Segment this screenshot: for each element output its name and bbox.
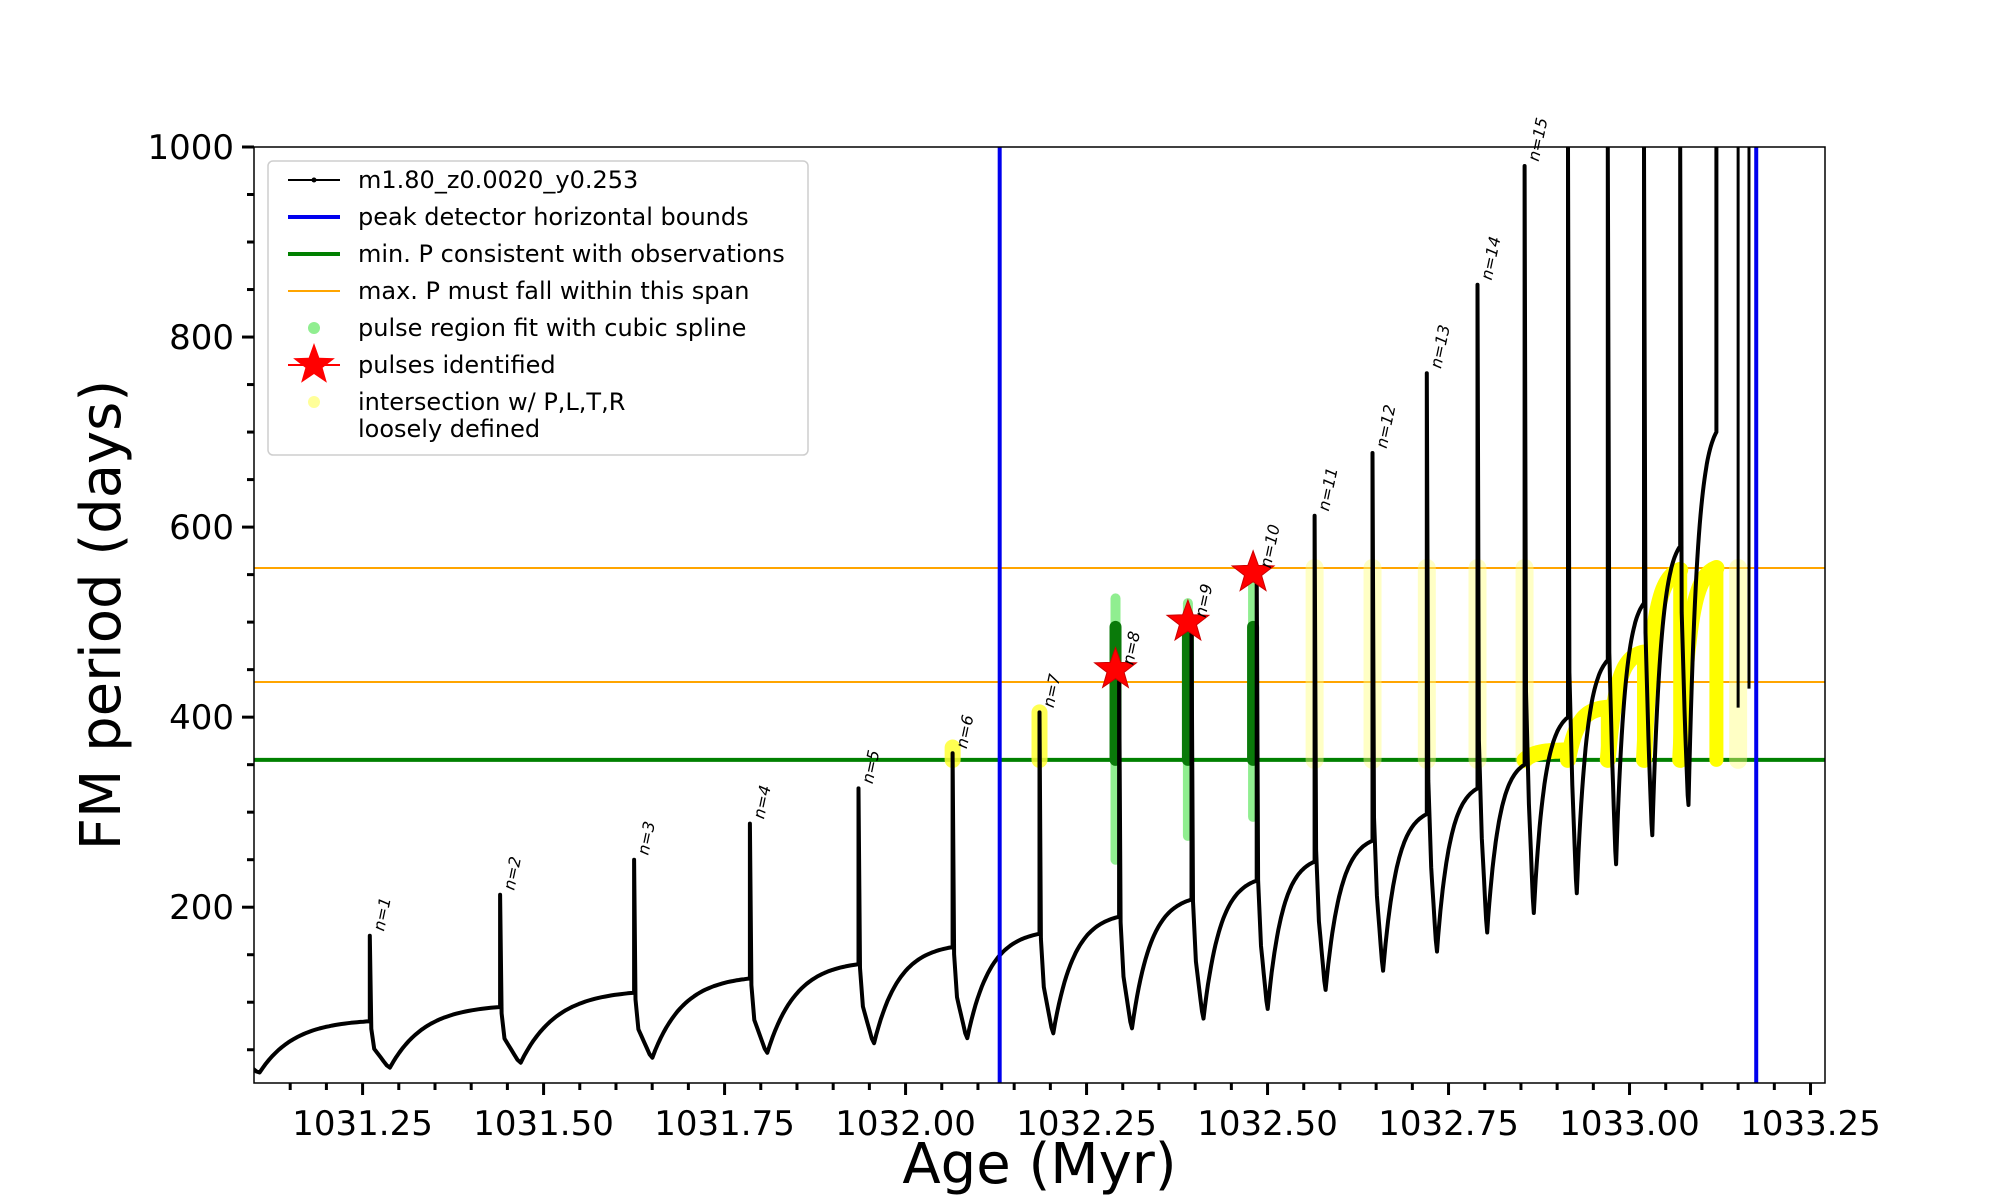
y-tick-label-4: 800 [169, 318, 234, 358]
y-tick-label-1: 200 [169, 888, 234, 928]
plot-border [253, 146, 1826, 1084]
y-tick-label-3: 600 [169, 508, 234, 548]
axes: 1031.25 1031.50 1031.75 1032.00 1032.25 1032.… [147, 128, 1880, 1144]
x-tick-label-9: 1033.25 [1740, 1104, 1881, 1144]
spline-fit-regions [1109, 564, 1260, 865]
pulse-star-2 [1165, 598, 1211, 642]
x-tick-label-2: 1031.50 [473, 1104, 614, 1144]
y-tick-label-5: 1000 [147, 128, 234, 168]
legend-label-7: intersection w/ P,L,T,R [358, 388, 625, 416]
plot-frame [253, 146, 1826, 1084]
vertical-bound-lines [997, 147, 1759, 1083]
legend-label-7-line-2: loosely defined [358, 415, 540, 443]
x-tick-label-7: 1032.75 [1378, 1104, 1519, 1144]
y-axis-title: FM period (days) [69, 380, 134, 850]
legend-handle-series-marker [311, 177, 317, 183]
legend-label-3: min. P consistent with observations [358, 240, 785, 268]
pulse-star-1 [1093, 646, 1138, 689]
legend-label-6: pulses identified [358, 351, 556, 379]
x-tick-label-3: 1031.75 [654, 1104, 795, 1144]
legend-label-4: max. P must fall within this span [358, 277, 749, 305]
legend-label-2: peak detector horizontal bounds [358, 203, 749, 231]
legend-handle-dot-7 [308, 396, 320, 408]
identified-pulse-stars [1093, 549, 1276, 689]
pulse-star-3 [1230, 549, 1276, 592]
legend-box [267, 160, 809, 456]
legend-label-1: m1.80_z0.0020_y0.253 [358, 166, 638, 194]
x-tick-label-8: 1033.00 [1559, 1104, 1700, 1144]
x-axis-title: Age (Myr) [902, 1132, 1176, 1197]
legend-handle-dot-5 [308, 322, 320, 334]
x-tick-label-6: 1032.50 [1197, 1104, 1338, 1144]
y-tick-label-2: 400 [169, 698, 234, 738]
x-tick-label-4: 1032.00 [835, 1104, 976, 1144]
x-tick-label-1: 1031.25 [292, 1104, 433, 1144]
legend-label-5: pulse region fit with cubic spline [358, 314, 746, 342]
loose-arc-1 [1516, 742, 1576, 768]
x-tick-label-5: 1032.25 [1016, 1104, 1157, 1144]
legend-handle-star [293, 343, 335, 383]
